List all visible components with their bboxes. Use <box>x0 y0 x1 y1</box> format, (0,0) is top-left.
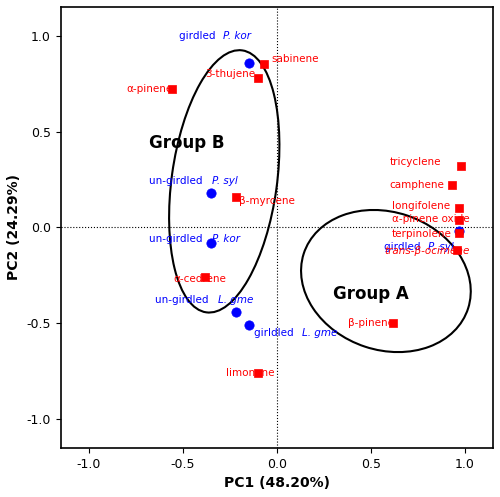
Point <box>254 369 262 377</box>
Point <box>202 273 209 281</box>
Text: tricyclene: tricyclene <box>390 157 441 167</box>
Text: P. syl: P. syl <box>212 176 238 186</box>
Text: β-myrcene: β-myrcene <box>240 195 295 206</box>
Text: L. gme: L. gme <box>218 295 254 305</box>
Text: Group A: Group A <box>334 285 409 304</box>
Point <box>244 321 252 329</box>
Point <box>454 247 462 254</box>
Text: α-cedrene: α-cedrene <box>174 274 227 284</box>
Point <box>244 59 252 67</box>
Text: α-pinene oxide: α-pinene oxide <box>392 214 469 224</box>
Text: sabinene: sabinene <box>271 54 318 64</box>
Text: girdled: girdled <box>384 242 424 251</box>
Point <box>207 189 215 197</box>
Text: α-pinene: α-pinene <box>126 84 173 94</box>
Point <box>455 204 463 212</box>
Text: camphene: camphene <box>390 180 444 190</box>
Point <box>168 85 175 93</box>
Point <box>232 308 239 316</box>
Text: un-girdled: un-girdled <box>154 295 212 305</box>
Point <box>448 181 456 189</box>
Point <box>254 74 262 82</box>
Point <box>207 239 215 247</box>
Text: girldled: girldled <box>254 328 297 338</box>
Point <box>455 229 463 237</box>
Text: limonene: limonene <box>226 368 274 378</box>
Text: P. syl: P. syl <box>428 242 454 251</box>
Text: β-pinene: β-pinene <box>348 318 395 328</box>
Text: 3-thujene: 3-thujene <box>206 69 256 79</box>
Text: terpinolene: terpinolene <box>392 229 452 239</box>
Text: trans-β-ocimene: trans-β-ocimene <box>384 247 470 256</box>
Text: un-girdled: un-girdled <box>149 176 206 186</box>
X-axis label: PC1 (48.20%): PC1 (48.20%) <box>224 476 330 490</box>
Point <box>455 227 463 235</box>
Text: longifolene: longifolene <box>392 201 450 211</box>
Point <box>390 319 398 327</box>
Text: Group B: Group B <box>149 134 224 152</box>
Y-axis label: PC2 (24.29%): PC2 (24.29%) <box>7 174 21 280</box>
Text: P. kor: P. kor <box>212 234 240 244</box>
Text: L. gme: L. gme <box>302 328 338 338</box>
Point <box>455 216 463 224</box>
Point <box>260 61 268 69</box>
Text: girdled: girdled <box>179 31 219 41</box>
Text: P. kor: P. kor <box>224 31 252 41</box>
Point <box>457 162 465 170</box>
Text: un-girdled: un-girdled <box>149 234 206 244</box>
Point <box>232 193 239 201</box>
